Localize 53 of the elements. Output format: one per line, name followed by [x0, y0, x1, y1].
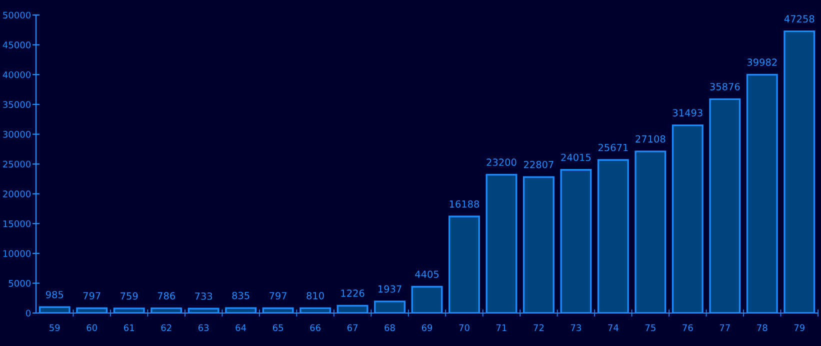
y-tick-label: 30000	[3, 130, 31, 138]
x-tick-label: 62	[161, 324, 172, 332]
y-tick-label: 25000	[3, 160, 31, 168]
y-tick-label: 50000	[3, 12, 31, 19]
data-label: 786	[158, 292, 175, 300]
y-tick-label: 0	[26, 310, 31, 317]
x-tick-label: 70	[459, 324, 470, 332]
x-tick-label: 76	[682, 324, 693, 332]
x-tick-label: 74	[608, 324, 618, 331]
data-label: 4405	[415, 270, 439, 278]
x-tick-label: 65	[272, 324, 284, 332]
data-label: 27108	[636, 135, 666, 143]
x-tick-label: 72	[534, 324, 544, 331]
x-tick-label: 60	[86, 324, 97, 332]
x-tick-label: 79	[794, 324, 804, 332]
data-label: 24015	[561, 154, 591, 162]
x-tick-label: 66	[310, 324, 320, 332]
y-tick-label: 5000	[8, 280, 31, 287]
data-label: 985	[46, 290, 64, 298]
data-label: 835	[232, 292, 250, 300]
data-label: 810	[306, 292, 324, 300]
data-label: 39982	[747, 58, 777, 66]
x-tick-label: 61	[124, 324, 134, 332]
x-tick-label: 69	[422, 324, 432, 332]
x-tick-label: 63	[198, 324, 209, 332]
y-tick-label: 40000	[2, 71, 31, 78]
y-tick-label: 20000	[3, 190, 31, 198]
data-label: 1226	[341, 290, 364, 297]
data-label: 16188	[450, 200, 480, 208]
data-label: 31493	[672, 109, 702, 116]
data-label: 25671	[598, 144, 628, 152]
data-label: 1937	[378, 285, 402, 293]
data-label: 35876	[710, 82, 740, 90]
y-tick-label: 45000	[2, 42, 31, 48]
y-tick-label: 10000	[3, 250, 31, 257]
data-label: 733	[195, 292, 212, 300]
x-tick-label: 77	[720, 324, 730, 331]
x-tick-label: 68	[384, 324, 395, 332]
x-tick-label: 73	[570, 324, 581, 332]
x-tick-label: 64	[236, 324, 246, 332]
x-tick-label: 67	[347, 324, 358, 332]
y-tick-label: 15000	[3, 220, 31, 228]
y-tick-label: 35000	[3, 101, 31, 108]
x-tick-label: 78	[757, 324, 768, 332]
x-tick-label: 75	[645, 324, 656, 332]
x-tick-label: 71	[496, 324, 506, 331]
data-label: 23200	[486, 158, 516, 166]
data-label: 797	[83, 292, 100, 300]
data-label: 759	[120, 292, 138, 300]
data-label: 22807	[524, 160, 554, 168]
data-label: 797	[270, 292, 286, 300]
x-tick-label: 59	[50, 324, 60, 332]
data-label: 47258	[784, 15, 814, 23]
